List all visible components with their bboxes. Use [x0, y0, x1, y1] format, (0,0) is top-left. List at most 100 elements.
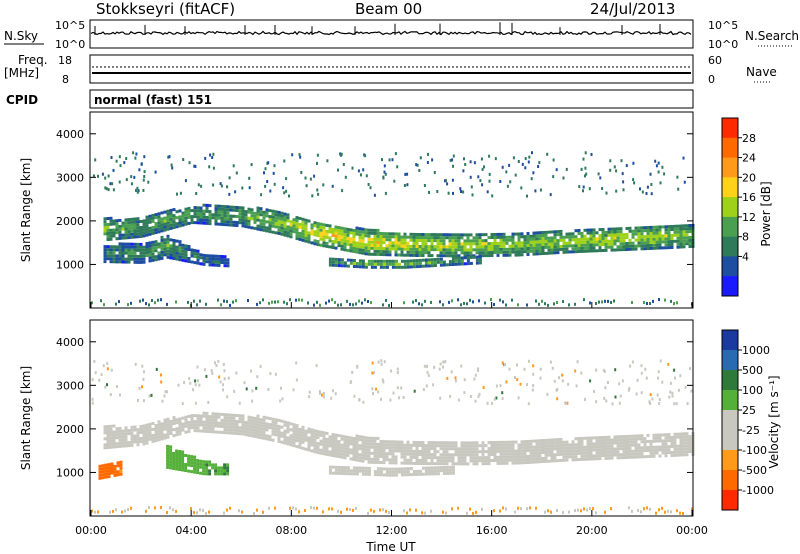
heatmap-cell: [451, 251, 455, 255]
heatmap-cell: [539, 367, 542, 371]
heatmap-cell: [478, 456, 482, 460]
heatmap-cell: [208, 204, 212, 208]
heatmap-cell: [477, 395, 480, 399]
heatmap-cell: [150, 393, 153, 397]
heatmap-cell: [676, 224, 680, 228]
heatmap-cell: [412, 244, 416, 248]
heatmap-cell: [562, 455, 566, 459]
heatmap-cell: [148, 214, 152, 218]
nave-tick-bottom: 0: [708, 73, 715, 86]
heatmap-cell: [220, 255, 224, 258]
heatmap-cell: [160, 238, 164, 242]
heatmap-cell: [610, 450, 614, 454]
heatmap-cell: [532, 243, 536, 247]
heatmap-cell: [636, 378, 639, 382]
heatmap-cell: [376, 259, 380, 263]
heatmap-cell: [415, 441, 419, 444]
heatmap-cell: [217, 359, 220, 363]
heatmap-cell: [517, 238, 521, 242]
heatmap-cell: [547, 441, 551, 445]
heatmap-cell: [130, 257, 134, 261]
heatmap-cell: [412, 452, 416, 456]
heatmap-cell: [534, 189, 537, 193]
heatmap-cell: [532, 364, 535, 368]
heatmap-cell: [451, 260, 455, 263]
heatmap-cell: [226, 261, 230, 265]
heatmap-cell: [628, 238, 632, 242]
heatmap-cell: [529, 249, 533, 253]
heatmap-cell: [265, 437, 269, 441]
heatmap-cell: [586, 237, 590, 241]
heatmap-cell: [565, 241, 569, 245]
heatmap-cell: [166, 224, 170, 228]
heatmap-cell: [356, 365, 359, 369]
heatmap-cell: [160, 244, 164, 248]
heatmap-cell: [586, 243, 590, 247]
noise-sky-label: N.Sky: [4, 29, 38, 43]
heatmap-cell: [682, 512, 684, 515]
heatmap-cell: [346, 236, 350, 240]
heatmap-cell: [406, 461, 410, 465]
heatmap-cell: [505, 241, 509, 245]
heatmap-cell: [187, 245, 191, 248]
heatmap-cell: [686, 402, 689, 406]
heatmap-cell: [457, 242, 461, 246]
heatmap-cell: [322, 235, 326, 239]
heatmap-cell: [487, 248, 491, 252]
heatmap-cell: [244, 430, 248, 434]
heatmap-cell: [526, 443, 530, 446]
heatmap-cell: [340, 510, 342, 514]
heatmap-cell: [427, 466, 431, 470]
heatmap-cell: [616, 227, 620, 231]
heatmap-cell: [106, 245, 110, 249]
heatmap-cell: [475, 239, 479, 243]
heatmap-cell: [310, 431, 314, 435]
heatmap-cell: [241, 212, 245, 216]
heatmap-cell: [340, 455, 344, 459]
heatmap-cell: [532, 246, 536, 250]
heatmap-cell: [247, 225, 251, 229]
heatmap-cell: [382, 175, 385, 179]
heatmap-cell: [631, 247, 635, 251]
heatmap-cell: [367, 259, 371, 263]
heatmap-cell: [154, 301, 156, 305]
heatmap-cell: [286, 424, 290, 428]
heatmap-cell: [421, 233, 425, 236]
heatmap-cell: [361, 441, 365, 445]
heatmap-cell: [685, 224, 689, 228]
heatmap-cell: [469, 251, 473, 255]
heatmap-cell: [358, 299, 360, 303]
heatmap-cell: [463, 256, 467, 260]
heatmap-cell: [487, 245, 491, 249]
heatmap-cell: [683, 180, 686, 184]
heatmap-cell: [286, 231, 290, 235]
heatmap-cell: [553, 441, 557, 445]
heatmap-cell: [430, 300, 432, 304]
heatmap-cell: [433, 239, 437, 243]
heatmap-cell: [415, 444, 419, 447]
heatmap-cell: [658, 228, 662, 232]
heatmap-cell: [511, 458, 515, 462]
heatmap-cell: [373, 252, 377, 256]
heatmap-cell: [214, 219, 218, 223]
heatmap-cell: [238, 414, 242, 418]
heatmap-cell: [550, 447, 554, 451]
heatmap-cell: [589, 451, 593, 455]
heatmap-cell: [130, 301, 132, 305]
heatmap-cell: [334, 465, 338, 469]
heatmap-cell: [313, 441, 317, 445]
heatmap-cell: [457, 239, 461, 243]
heatmap-cell: [383, 164, 386, 168]
heatmap-cell: [595, 448, 599, 452]
heatmap-cell: [370, 243, 374, 247]
heatmap-cell: [205, 218, 209, 222]
heatmap-cell: [286, 430, 290, 434]
heatmap-cell: [139, 299, 141, 303]
heatmap-cell: [451, 459, 455, 463]
heatmap-cell: [607, 441, 611, 445]
heatmap-cell: [601, 243, 605, 246]
heatmap-cell: [298, 231, 302, 235]
heatmap-cell: [346, 258, 350, 262]
heatmap-cell: [124, 260, 128, 264]
